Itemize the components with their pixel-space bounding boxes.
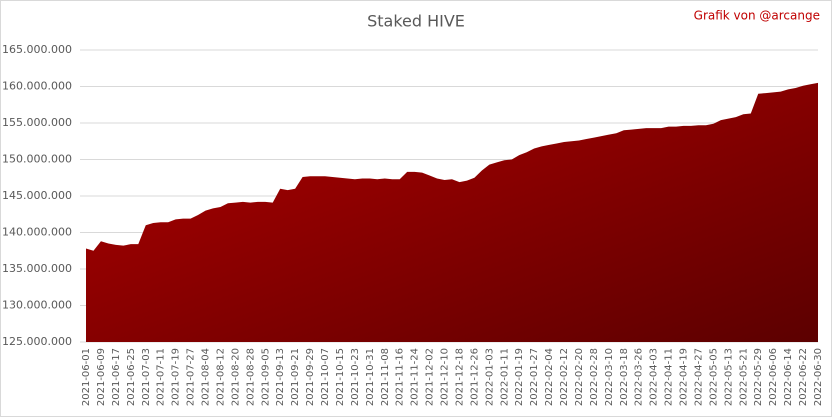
x-tick-label: 2022-06-30 bbox=[813, 348, 824, 406]
x-tick-label: 2021-07-19 bbox=[171, 348, 182, 406]
y-tick-label: 140.000.000 bbox=[2, 226, 72, 239]
x-tick-label: 2021-08-12 bbox=[215, 348, 226, 406]
x-tick-label: 2021-12-18 bbox=[454, 348, 465, 406]
x-tick-label: 2021-06-01 bbox=[81, 348, 92, 406]
x-tick-label: 2021-08-20 bbox=[230, 348, 241, 406]
x-tick-label: 2021-08-04 bbox=[201, 348, 212, 406]
x-tick-label: 2021-07-03 bbox=[141, 348, 152, 406]
x-tick-label: 2022-04-11 bbox=[664, 348, 675, 406]
x-tick-label: 2022-01-03 bbox=[484, 348, 495, 406]
x-tick-label: 2022-05-29 bbox=[753, 348, 764, 406]
y-tick-label: 130.000.000 bbox=[2, 299, 72, 312]
x-tick-label: 2022-02-28 bbox=[589, 348, 600, 406]
annotation: Grafik von @arcange bbox=[694, 9, 820, 23]
x-tick-label: 2022-01-19 bbox=[514, 348, 525, 406]
x-tick-label: 2022-01-11 bbox=[499, 348, 510, 406]
x-tick-label: 2021-12-02 bbox=[425, 348, 436, 406]
x-tick-label: 2021-08-28 bbox=[245, 348, 256, 406]
x-tick-label: 2022-04-03 bbox=[649, 348, 660, 406]
x-tick-label: 2022-02-20 bbox=[574, 348, 585, 406]
y-tick-label: 135.000.000 bbox=[2, 262, 72, 275]
x-tick-label: 2022-03-10 bbox=[604, 348, 615, 406]
x-tick-label: 2021-12-26 bbox=[469, 348, 480, 406]
x-tick-label: 2021-09-05 bbox=[260, 348, 271, 406]
x-tick-label: 2021-06-17 bbox=[111, 348, 122, 406]
x-tick-label: 2022-05-21 bbox=[738, 348, 749, 406]
x-tick-label: 2022-06-22 bbox=[798, 348, 809, 406]
x-tick-label: 2021-07-11 bbox=[156, 348, 167, 406]
x-tick-label: 2022-02-12 bbox=[559, 348, 570, 406]
x-tick-label: 2022-06-14 bbox=[783, 348, 794, 406]
x-tick-label: 2021-09-29 bbox=[305, 348, 316, 406]
x-tick-label: 2021-10-15 bbox=[335, 348, 346, 406]
y-tick-label: 125.000.000 bbox=[2, 335, 72, 348]
y-tick-label: 165.000.000 bbox=[2, 43, 72, 56]
x-tick-label: 2021-12-10 bbox=[440, 348, 451, 406]
y-tick-label: 160.000.000 bbox=[2, 80, 72, 93]
y-tick-label: 150.000.000 bbox=[2, 153, 72, 166]
x-tick-label: 2021-09-13 bbox=[275, 348, 286, 406]
x-tick-label: 2022-04-27 bbox=[693, 348, 704, 406]
y-tick-label: 155.000.000 bbox=[2, 116, 72, 129]
x-tick-label: 2022-02-04 bbox=[544, 348, 555, 406]
x-tick-label: 2021-10-07 bbox=[320, 348, 331, 406]
chart-title: Staked HIVE bbox=[367, 12, 465, 31]
x-tick-label: 2021-10-31 bbox=[365, 348, 376, 406]
area bbox=[86, 82, 818, 342]
x-tick-label: 2022-05-13 bbox=[723, 348, 734, 406]
x-tick-label: 2021-09-21 bbox=[290, 348, 301, 406]
x-tick-label: 2021-06-25 bbox=[126, 348, 137, 406]
x-tick-label: 2021-11-24 bbox=[410, 348, 421, 406]
x-tick-label: 2021-10-23 bbox=[350, 348, 361, 406]
x-tick-label: 2022-06-06 bbox=[768, 348, 779, 406]
x-tick-label: 2021-06-09 bbox=[96, 348, 107, 406]
x-tick-label: 2021-07-27 bbox=[186, 348, 197, 406]
x-tick-label: 2021-11-16 bbox=[395, 348, 406, 406]
x-tick-label: 2022-05-05 bbox=[708, 348, 719, 406]
x-tick-label: 2022-01-27 bbox=[529, 348, 540, 406]
x-tick-label: 2021-11-08 bbox=[380, 348, 391, 406]
y-tick-label: 145.000.000 bbox=[2, 189, 72, 202]
x-tick-label: 2022-03-18 bbox=[619, 348, 630, 406]
x-tick-label: 2022-04-19 bbox=[679, 348, 690, 406]
x-tick-label: 2022-03-26 bbox=[634, 348, 645, 406]
